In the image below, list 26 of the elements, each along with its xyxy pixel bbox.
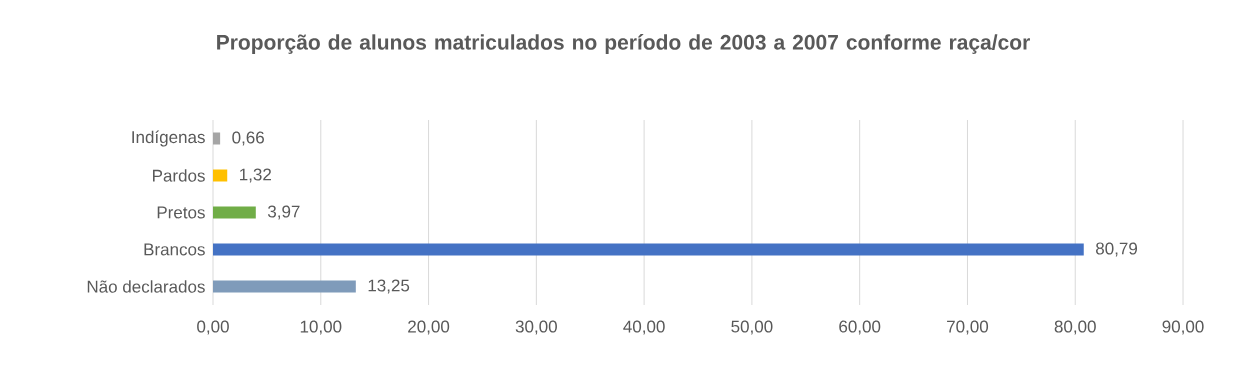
bar: [213, 206, 256, 219]
y-tick-label: Não declarados: [87, 280, 205, 293]
x-tick-label: 50,00: [731, 320, 773, 335]
y-tick-label: Pardos: [153, 169, 205, 182]
x-tick-label: 0,00: [197, 320, 229, 335]
data-label: 1,32: [240, 168, 271, 183]
bar: [213, 280, 356, 293]
x-tick-label: 10,00: [300, 320, 342, 335]
chart-title: Proporção de alunos matriculados no período de 2003 a 2007 conforme raça/cor: [217, 34, 1030, 54]
data-label: 13,25: [368, 279, 410, 294]
x-tick-label: 30,00: [515, 320, 557, 335]
x-tick-label: 60,00: [839, 320, 881, 335]
y-tick-label: Pretos: [157, 206, 205, 219]
data-label: 3,97: [267, 205, 300, 220]
data-label: 80,79: [1096, 242, 1138, 257]
bar: [213, 132, 221, 145]
x-tick-label: 70,00: [947, 320, 989, 335]
x-tick-label: 20,00: [408, 320, 450, 335]
bar: [213, 243, 1084, 256]
x-tick-label: 80,00: [1054, 320, 1096, 335]
x-tick-label: 90,00: [1162, 320, 1204, 335]
data-label: 0,66: [232, 131, 264, 146]
bar: [213, 169, 228, 182]
y-tick-label: Brancos: [144, 243, 205, 256]
y-tick-label: Indígenas: [132, 130, 205, 147]
x-tick-label: 40,00: [623, 320, 665, 335]
